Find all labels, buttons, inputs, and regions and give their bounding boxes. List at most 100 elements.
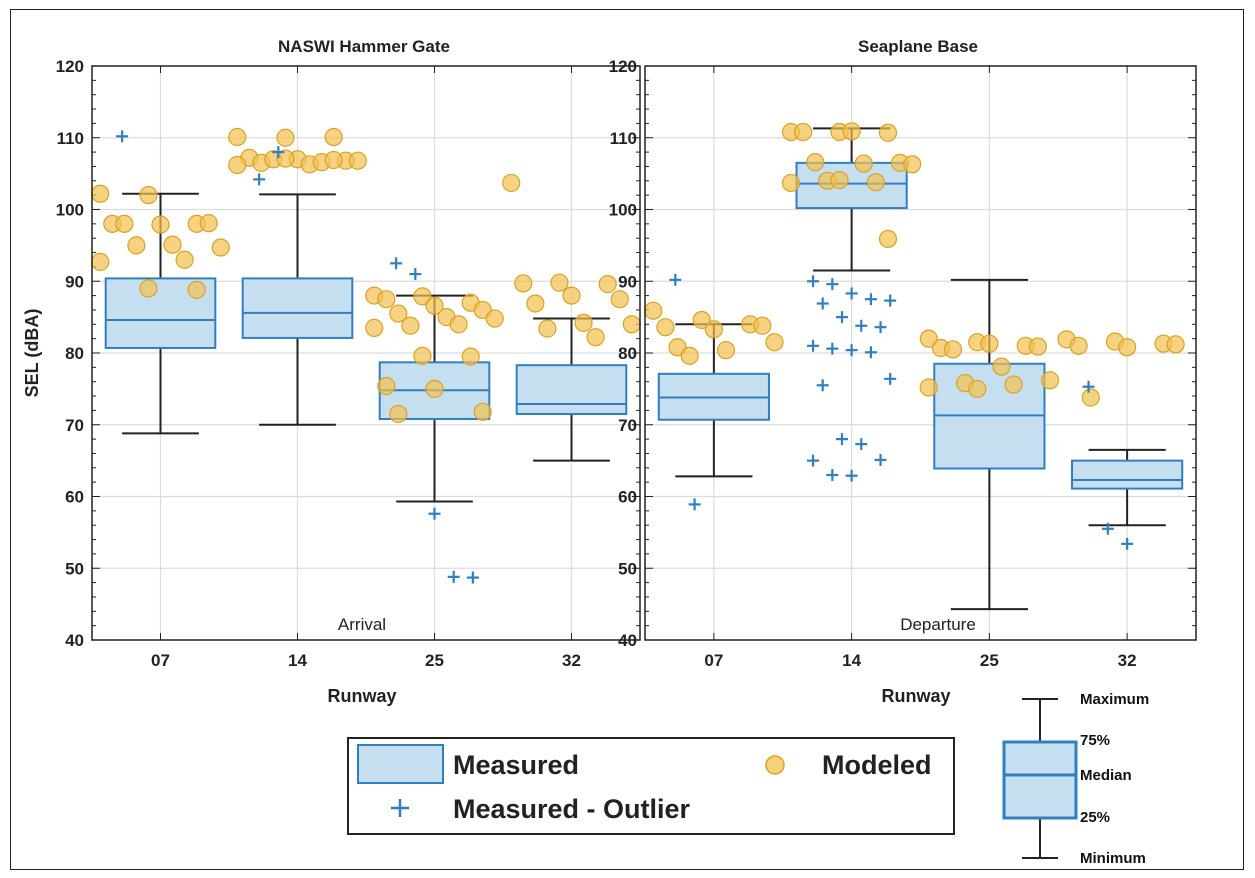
- outlier-point: [835, 433, 848, 446]
- y-tick-label: 70: [65, 416, 84, 435]
- modeled-point: [365, 318, 384, 337]
- modeled-point: [622, 315, 641, 334]
- outlier-point: [864, 346, 877, 359]
- figure-frame: [10, 9, 1244, 870]
- x-tick-label: 32: [1118, 651, 1137, 670]
- modeled-point: [903, 155, 922, 174]
- outlier-point: [466, 571, 479, 584]
- key-q3: 75%: [1080, 732, 1110, 749]
- y-tick-label: 90: [65, 272, 84, 291]
- outlier-point: [874, 453, 887, 466]
- panel-1: 40 50 60 70 80 90 100 110 120 07 14 25 32: [56, 57, 641, 670]
- modeled-point: [449, 315, 468, 334]
- modeled-point: [91, 184, 110, 203]
- y-tick-label: 60: [65, 488, 84, 507]
- modeled-point: [550, 273, 569, 292]
- legend-modeled-swatch: [765, 755, 785, 775]
- y-tick-label: 80: [618, 344, 637, 363]
- outlier-point: [1121, 537, 1134, 550]
- outlier-point: [816, 379, 829, 392]
- y-tick-label: 70: [618, 416, 637, 435]
- x-axis-label-left: Runway: [327, 686, 396, 706]
- modeled-point: [866, 173, 885, 192]
- outlier-point: [874, 321, 887, 334]
- outlier-point: [845, 469, 858, 482]
- modeled-point: [91, 252, 110, 271]
- key-maximum: Maximum: [1080, 691, 1149, 708]
- modeled-point: [514, 274, 533, 293]
- modeled-point: [276, 128, 295, 147]
- modeled-point: [753, 316, 772, 335]
- modeled-point: [211, 238, 230, 257]
- modeled-point: [854, 154, 873, 173]
- legend-measured-label: Measured: [453, 750, 579, 780]
- modeled-point: [389, 404, 408, 424]
- modeled-point: [127, 236, 146, 255]
- modeled-point: [1118, 338, 1137, 357]
- modeled-point: [704, 320, 723, 339]
- y-tick-label: 40: [618, 631, 637, 650]
- key-minimum: Minimum: [1080, 850, 1146, 867]
- y-tick-label: 40: [65, 631, 84, 650]
- modeled-point: [1069, 336, 1088, 355]
- outlier-point: [807, 339, 820, 352]
- outlier-point: [807, 454, 820, 467]
- modeled-point: [151, 215, 170, 234]
- modeled-point: [586, 328, 605, 347]
- y-tick-label: 50: [65, 559, 84, 578]
- modeled-point: [1040, 371, 1060, 390]
- outlier-point: [855, 319, 868, 332]
- modeled-point: [538, 319, 557, 338]
- modeled-point: [348, 151, 367, 170]
- modeled-point: [502, 173, 521, 193]
- box-iqr: [1071, 459, 1184, 490]
- outlier-point: [409, 268, 422, 281]
- modeled-point: [806, 153, 825, 172]
- box-25: [933, 278, 1046, 611]
- modeled-point: [187, 280, 206, 299]
- modeled-point: [943, 340, 963, 359]
- modeled-point: [794, 122, 813, 142]
- x-axis-label-right: Runway: [881, 686, 950, 706]
- y-tick-label: 120: [56, 57, 84, 76]
- panel-2: 40 50 60 70 80 90 100 110 120 07 14 25 32: [609, 57, 1197, 670]
- x-tick-label: 25: [425, 651, 444, 670]
- outlier-point: [816, 297, 829, 310]
- outlier-point: [688, 498, 701, 511]
- modeled-point: [574, 313, 593, 332]
- modeled-point: [1004, 375, 1023, 394]
- y-tick-label: 80: [65, 344, 84, 363]
- outlier-point: [669, 273, 682, 286]
- modeled-point: [680, 346, 699, 365]
- outlier-point: [390, 257, 403, 270]
- modeled-point: [115, 214, 134, 233]
- legend-outlier-swatch: [391, 799, 409, 817]
- legend-modeled-label: Modeled: [822, 750, 932, 780]
- y-tick-label: 110: [57, 129, 84, 148]
- modeled-point: [389, 304, 408, 323]
- modeled-point: [878, 229, 898, 249]
- outlier-point: [884, 372, 897, 385]
- modeled-point: [163, 235, 182, 254]
- modeled-point: [324, 127, 343, 147]
- y-tick-label: 120: [609, 57, 637, 76]
- modeled-point: [526, 294, 545, 313]
- panel-title-hammer-gate: NASWI Hammer Gate: [278, 37, 450, 56]
- outlier-point: [253, 173, 266, 186]
- x-tick-label: 25: [980, 651, 999, 670]
- outlier-point: [428, 507, 441, 520]
- outlier-point: [845, 344, 858, 357]
- y-tick-label: 50: [618, 559, 637, 578]
- modeled-point: [992, 357, 1011, 376]
- modeled-point: [980, 334, 999, 353]
- modeled-point: [425, 379, 444, 398]
- modeled-point: [1081, 388, 1100, 407]
- modeled-point: [485, 309, 504, 328]
- key-median: Median: [1080, 767, 1132, 784]
- x-tick-label: 14: [842, 651, 861, 670]
- outlier-point: [855, 438, 868, 451]
- modeled-point: [473, 402, 492, 421]
- key-q1: 25%: [1080, 809, 1110, 826]
- modeled-point: [842, 122, 861, 141]
- outlier-point: [1082, 380, 1095, 393]
